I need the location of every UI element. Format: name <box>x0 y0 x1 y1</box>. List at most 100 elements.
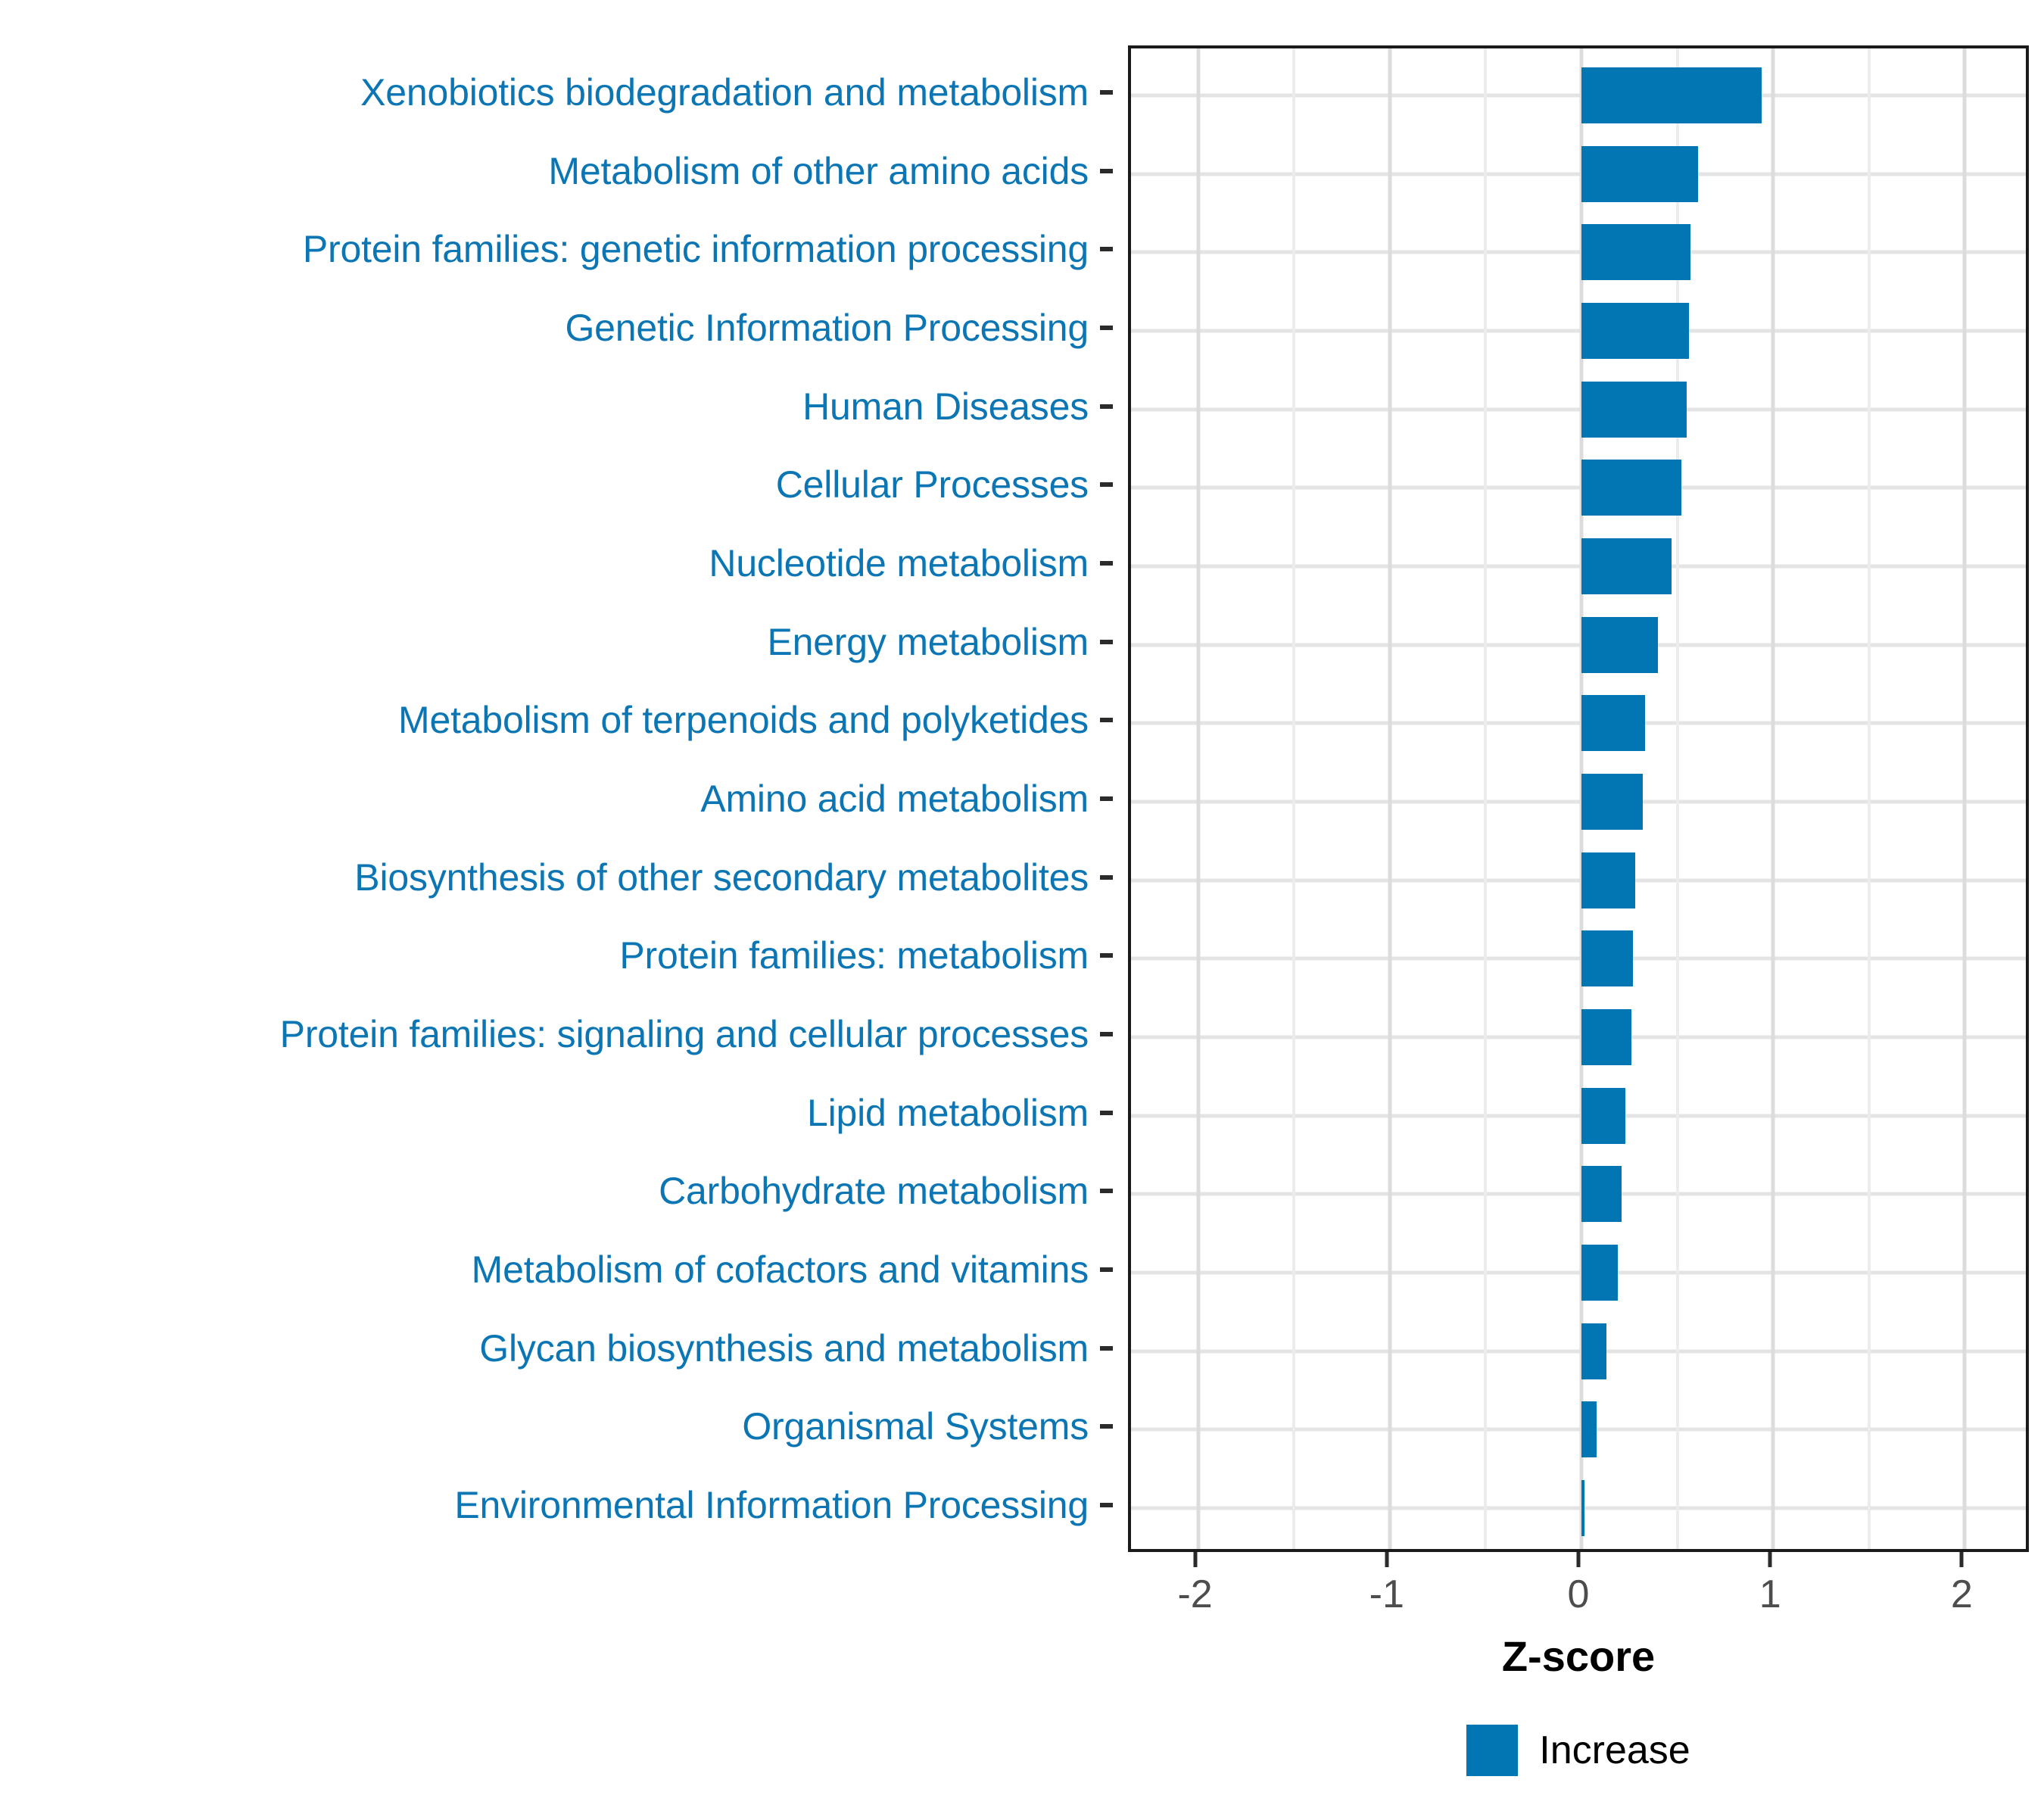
chart-legend: Increase <box>1128 1725 2029 1776</box>
bar <box>1581 303 1689 360</box>
y-axis-label: Amino acid metabolism <box>700 778 1089 820</box>
bar <box>1581 1166 1622 1223</box>
y-axis-tick <box>1100 639 1113 644</box>
horizontal-gridline <box>1131 1192 2026 1196</box>
y-axis-label: Organismal Systems <box>742 1405 1089 1448</box>
legend-label-increase: Increase <box>1539 1728 1690 1772</box>
bar <box>1581 145 1699 202</box>
y-axis-category-labels: Xenobiotics biodegradation and metabolis… <box>0 45 1113 1552</box>
bar <box>1581 1401 1597 1458</box>
bar <box>1581 460 1681 516</box>
y-axis-tick <box>1100 1345 1113 1351</box>
bar <box>1581 538 1672 595</box>
y-axis-label: Human Diseases <box>802 385 1089 428</box>
vertical-gridline-minor <box>1675 48 1679 1549</box>
vertical-gridline-minor <box>1484 48 1488 1549</box>
bar <box>1581 774 1644 830</box>
bar <box>1581 381 1687 438</box>
bar <box>1581 1323 1606 1379</box>
vertical-gridline-major <box>1196 48 1201 1549</box>
horizontal-gridline <box>1131 878 2026 883</box>
y-axis-tick <box>1100 1424 1113 1429</box>
vertical-gridline-minor <box>1867 48 1871 1549</box>
y-axis-tick <box>1100 1502 1113 1507</box>
horizontal-gridline <box>1131 1427 2026 1432</box>
y-axis-tick <box>1100 247 1113 252</box>
vertical-gridline-major <box>1962 48 1967 1549</box>
bar <box>1581 1008 1631 1065</box>
y-axis-label: Metabolism of terpenoids and polyketides <box>398 699 1089 742</box>
horizontal-gridline <box>1131 956 2026 961</box>
y-axis-label: Carbohydrate metabolism <box>659 1170 1089 1213</box>
horizontal-gridline <box>1131 1035 2026 1039</box>
y-axis-tick <box>1100 953 1113 958</box>
y-axis-label: Cellular Processes <box>775 463 1089 506</box>
bar <box>1581 224 1691 281</box>
x-axis-tick <box>1768 1552 1772 1567</box>
vertical-gridline-minor <box>1292 48 1296 1549</box>
bar <box>1581 616 1659 673</box>
x-axis-tick <box>1193 1552 1198 1567</box>
horizontal-gridline <box>1131 799 2026 804</box>
vertical-gridline-major <box>1771 48 1775 1549</box>
bar <box>1581 852 1635 908</box>
bar <box>1581 930 1634 987</box>
vertical-gridline-major <box>1388 48 1392 1549</box>
y-axis-tick <box>1100 874 1113 880</box>
horizontal-gridline <box>1131 172 2026 176</box>
bar <box>1581 695 1645 752</box>
x-axis-tick-label: 0 <box>1567 1572 1590 1616</box>
y-axis-label: Energy metabolism <box>767 620 1089 663</box>
x-axis-tick-label: -1 <box>1369 1572 1404 1616</box>
y-axis-tick <box>1100 1031 1113 1036</box>
y-axis-tick <box>1100 482 1113 488</box>
horizontal-gridline <box>1131 485 2026 490</box>
x-axis-tick <box>1959 1552 1964 1567</box>
horizontal-gridline <box>1131 93 2026 98</box>
y-axis-tick <box>1100 718 1113 723</box>
bar <box>1581 1244 1619 1301</box>
y-axis-tick <box>1100 796 1113 801</box>
x-axis-tick-label: 1 <box>1759 1572 1781 1616</box>
y-axis-tick <box>1100 326 1113 331</box>
horizontal-gridline <box>1131 643 2026 647</box>
x-axis-tick-label: -2 <box>1177 1572 1213 1616</box>
horizontal-gridline <box>1131 721 2026 725</box>
y-axis-label: Metabolism of other amino acids <box>548 149 1089 192</box>
y-axis-tick <box>1100 1189 1113 1194</box>
x-axis-tick-label: 2 <box>1950 1572 1973 1616</box>
y-axis-tick <box>1100 90 1113 95</box>
horizontal-gridline <box>1131 407 2026 412</box>
y-axis-tick <box>1100 561 1113 566</box>
y-axis-label: Protein families: metabolism <box>619 934 1089 977</box>
horizontal-gridline <box>1131 1270 2026 1275</box>
y-axis-label: Xenobiotics biodegradation and metabolis… <box>360 71 1089 114</box>
bar <box>1581 67 1762 124</box>
plot-panel <box>1128 45 2029 1552</box>
x-axis-title: Z-score <box>1501 1632 1656 1680</box>
horizontal-gridline <box>1131 564 2026 569</box>
y-axis-tick <box>1100 1267 1113 1272</box>
y-axis-label: Biosynthesis of other secondary metaboli… <box>354 856 1089 899</box>
horizontal-gridline <box>1131 1349 2026 1354</box>
y-axis-label: Metabolism of cofactors and vitamins <box>471 1248 1089 1291</box>
y-axis-tick <box>1100 168 1113 173</box>
horizontal-gridline <box>1131 1114 2026 1118</box>
y-axis-label: Glycan biosynthesis and metabolism <box>479 1326 1089 1370</box>
y-axis-tick <box>1100 404 1113 409</box>
horizontal-gridline <box>1131 250 2026 254</box>
y-axis-label: Genetic Information Processing <box>565 307 1089 350</box>
horizontal-gridline <box>1131 1506 2026 1510</box>
bar <box>1581 1087 1626 1144</box>
y-axis-label: Environmental Information Processing <box>454 1483 1089 1526</box>
x-axis-tick <box>1385 1552 1389 1567</box>
bar <box>1581 1479 1584 1536</box>
y-axis-label: Lipid metabolism <box>807 1091 1089 1134</box>
y-axis-label: Nucleotide metabolism <box>709 542 1089 585</box>
y-axis-label: Protein families: signaling and cellular… <box>279 1012 1089 1055</box>
legend-swatch-increase <box>1466 1725 1519 1776</box>
x-axis-tick <box>1576 1552 1581 1567</box>
y-axis-tick <box>1100 1110 1113 1115</box>
y-axis-label: Protein families: genetic information pr… <box>302 228 1089 271</box>
